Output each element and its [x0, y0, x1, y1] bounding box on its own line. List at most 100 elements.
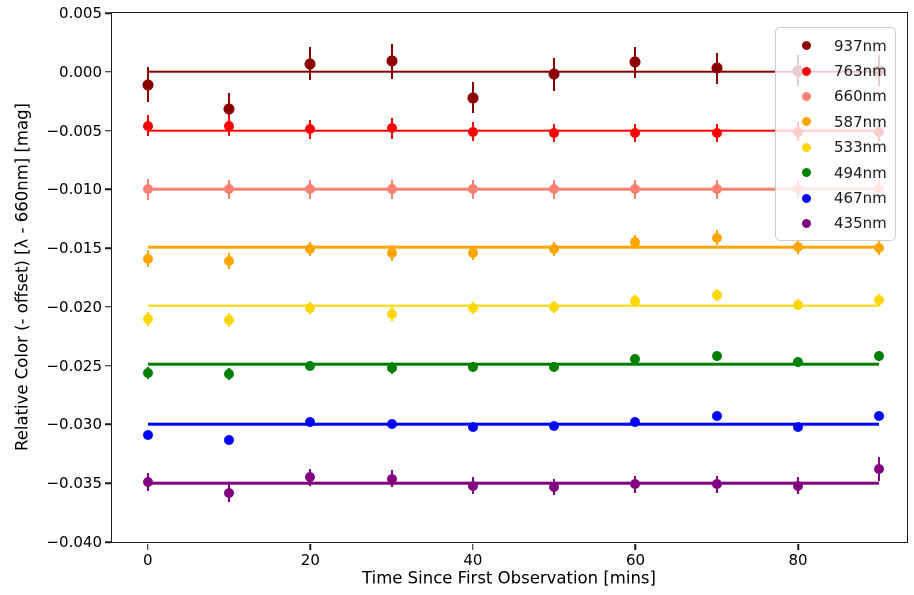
y-tick-mark	[104, 482, 111, 484]
y-tick-mark	[104, 423, 111, 426]
data-point-467nm	[224, 434, 235, 445]
y-tick-mark	[104, 188, 111, 191]
legend-item-494nm: 494nm	[776, 160, 895, 185]
legend-marker-icon	[802, 168, 811, 178]
data-point-937nm	[223, 103, 235, 115]
data-point-494nm	[793, 357, 804, 368]
data-point-660nm	[224, 184, 235, 195]
data-point-763nm	[549, 127, 560, 138]
data-point-533nm	[224, 314, 235, 325]
fit-line-533nm	[147, 304, 880, 307]
y-tick-label: −0.005	[46, 121, 102, 140]
legend-item-937nm: 937nm	[776, 33, 895, 58]
data-point-533nm	[305, 303, 316, 314]
legend-item-587nm: 587nm	[776, 109, 895, 134]
legend-label: 763nm	[834, 62, 887, 81]
data-point-587nm	[793, 241, 804, 252]
data-point-587nm	[467, 247, 478, 258]
data-point-660nm	[549, 184, 560, 195]
data-point-763nm	[386, 123, 397, 134]
data-point-533nm	[874, 294, 885, 305]
data-point-494nm	[142, 367, 153, 378]
data-point-467nm	[793, 421, 804, 432]
legend-label: 494nm	[834, 163, 887, 182]
data-point-660nm	[305, 184, 316, 195]
y-tick-label: −0.015	[46, 239, 102, 258]
data-point-763nm	[711, 127, 722, 138]
x-tick-label: 80	[788, 551, 808, 569]
legend-marker-icon	[802, 218, 811, 228]
data-point-435nm	[793, 480, 804, 491]
data-point-435nm	[467, 480, 478, 491]
data-point-435nm	[549, 481, 560, 492]
y-tick-mark	[104, 129, 111, 132]
data-point-587nm	[711, 232, 722, 243]
y-tick-label: 0.000	[59, 62, 102, 81]
data-point-467nm	[386, 419, 397, 430]
data-point-587nm	[386, 247, 397, 258]
legend-label: 533nm	[834, 138, 887, 157]
data-point-533nm	[711, 290, 722, 301]
y-tick-mark	[104, 247, 111, 249]
legend-item-763nm: 763nm	[776, 58, 895, 83]
data-point-660nm	[386, 184, 397, 195]
data-point-533nm	[142, 313, 153, 324]
data-point-660nm	[467, 184, 478, 195]
fit-line-587nm	[147, 245, 880, 249]
x-tick-label: 0	[142, 551, 153, 569]
y-tick-mark	[104, 306, 111, 308]
data-point-435nm	[305, 472, 316, 483]
legend-marker-icon	[802, 91, 811, 101]
legend-label: 467nm	[834, 189, 887, 208]
data-point-660nm	[142, 184, 153, 195]
legend-label: 587nm	[834, 112, 887, 131]
data-point-494nm	[386, 363, 397, 374]
data-point-494nm	[467, 361, 478, 372]
data-point-435nm	[224, 487, 235, 498]
data-point-937nm	[304, 58, 316, 70]
x-tick-mark	[147, 543, 149, 550]
data-point-467nm	[142, 430, 153, 441]
y-tick-label: 0.005	[59, 4, 102, 22]
data-point-533nm	[386, 308, 397, 319]
data-point-937nm	[467, 92, 479, 104]
data-point-763nm	[305, 124, 316, 135]
data-point-763nm	[224, 120, 235, 131]
data-point-763nm	[467, 126, 478, 137]
fit-line-494nm	[147, 363, 880, 366]
data-point-494nm	[305, 360, 316, 371]
data-point-435nm	[386, 473, 397, 484]
x-tick-mark	[797, 543, 799, 550]
fit-line-763nm	[147, 129, 880, 132]
legend-marker-icon	[802, 117, 811, 127]
y-tick-label: −0.025	[46, 356, 102, 375]
fit-line-467nm	[147, 423, 880, 426]
legend-marker-icon	[802, 66, 811, 76]
data-point-937nm	[142, 79, 154, 91]
data-point-533nm	[793, 299, 804, 310]
legend-item-660nm: 660nm	[776, 84, 895, 109]
data-point-435nm	[142, 477, 153, 488]
legend-marker-icon	[802, 142, 811, 152]
data-point-937nm	[711, 62, 723, 74]
data-point-467nm	[711, 411, 722, 422]
x-tick-mark	[634, 543, 637, 550]
data-point-587nm	[224, 256, 235, 267]
data-point-660nm	[630, 184, 641, 195]
data-point-435nm	[874, 464, 885, 475]
x-tick-mark	[309, 543, 312, 550]
y-tick-mark	[104, 71, 111, 73]
y-tick-mark	[104, 541, 111, 543]
legend-item-533nm: 533nm	[776, 135, 895, 160]
x-tick-label: 40	[463, 551, 483, 569]
data-point-763nm	[630, 127, 641, 138]
data-point-435nm	[630, 479, 641, 490]
data-point-494nm	[549, 361, 560, 372]
fit-line-937nm	[147, 70, 880, 74]
data-point-533nm	[549, 301, 560, 312]
legend-label: 435nm	[834, 214, 887, 233]
legend-item-435nm: 435nm	[776, 211, 895, 236]
data-point-533nm	[467, 303, 478, 314]
y-tick-label: −0.030	[46, 415, 102, 434]
